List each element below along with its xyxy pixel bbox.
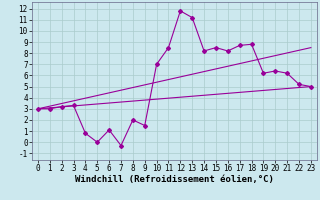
X-axis label: Windchill (Refroidissement éolien,°C): Windchill (Refroidissement éolien,°C) bbox=[75, 175, 274, 184]
